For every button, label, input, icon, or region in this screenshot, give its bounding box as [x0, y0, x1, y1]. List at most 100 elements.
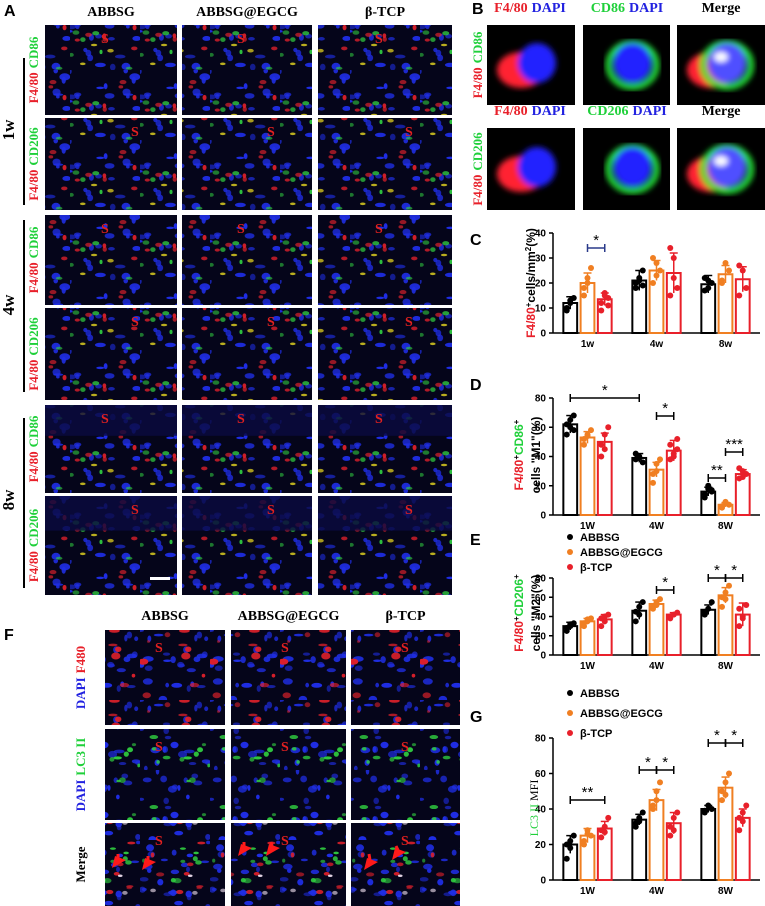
arrow-head [266, 844, 280, 856]
panel-letter: A [4, 3, 16, 20]
label-part: CD206 [587, 104, 628, 119]
data-point [743, 285, 750, 291]
micrograph [318, 215, 452, 305]
data-point [736, 292, 743, 299]
data-point [563, 307, 570, 314]
y-axis-label: F4/80+CD206+ [512, 574, 527, 652]
data-point [584, 616, 591, 623]
label-part: CD86 [26, 415, 41, 447]
data-point [667, 613, 674, 620]
y-tick-label: 60 [535, 593, 547, 604]
legend-label: β-TCP [580, 562, 612, 574]
label-part: + [524, 302, 533, 307]
data-point [719, 277, 725, 284]
data-point [667, 441, 674, 448]
column-header: CD206 DAPI [587, 104, 666, 119]
y-tick-label: 0 [540, 511, 546, 522]
panel-letter: E [470, 532, 481, 549]
data-point [653, 788, 660, 795]
arrow-head [238, 844, 252, 856]
y-tick-label: 40 [535, 229, 547, 240]
label-part: + [512, 455, 521, 460]
data-point [601, 431, 608, 438]
data-point [722, 791, 729, 798]
micrograph [105, 729, 225, 820]
data-point [667, 245, 674, 251]
arrow-head [142, 858, 156, 870]
cell-blobs [687, 144, 754, 194]
s-marker: S [155, 641, 163, 656]
label-part: F4/80 [26, 170, 41, 201]
label-part: F480 [73, 646, 88, 673]
data-point [567, 621, 574, 628]
data-point [639, 282, 646, 289]
data-point [674, 285, 681, 291]
column-header: ABBSG [141, 609, 189, 624]
y-axis-label: LC3 II MFI [527, 780, 541, 837]
data-point [739, 809, 746, 816]
data-point [657, 267, 663, 274]
label-part: F4/80 [470, 175, 485, 206]
data-point [605, 424, 612, 431]
data-point [570, 412, 577, 419]
label-part: DAPI [629, 1, 663, 16]
label-part: CD86 [26, 226, 41, 258]
data-point [601, 829, 608, 836]
data-point [598, 834, 605, 841]
data-point [653, 272, 660, 279]
data-point [657, 596, 663, 603]
data-point [653, 460, 660, 467]
s-marker: S [155, 834, 163, 849]
s-marker: S [101, 32, 109, 47]
y-axis-label: F4/80+CD86+ [512, 419, 527, 490]
label-part: F4/80 [26, 360, 41, 391]
data-point [736, 465, 743, 472]
s-marker: S [267, 503, 275, 518]
x-tick-label: 8W [718, 661, 734, 672]
column-header: F4/80 DAPI [494, 1, 566, 16]
label-part: F4/80 [26, 262, 41, 293]
cell-blobs [605, 144, 660, 194]
data-point [722, 498, 729, 505]
micrograph [105, 823, 225, 906]
s-marker: S [101, 222, 109, 237]
data-point [719, 797, 725, 804]
data-point [650, 479, 656, 486]
data-point [563, 431, 570, 438]
column-header: F4/80 DAPI [494, 104, 566, 119]
label-part: CD206 [26, 317, 41, 356]
label-part: CD86 [26, 36, 41, 68]
time-label: 4w [0, 294, 18, 316]
data-point [598, 453, 605, 460]
label-part: CD206 [26, 508, 41, 547]
data-point [736, 827, 743, 834]
legend-bg [562, 529, 682, 574]
data-point [657, 456, 663, 463]
data-point [588, 265, 594, 271]
data-point [650, 280, 656, 286]
label-part: cells "M1"(%) [529, 417, 543, 494]
row-label: F4/80 CD86 [26, 36, 41, 103]
panel-letter: D [470, 377, 482, 394]
data-point [632, 618, 639, 625]
y-tick-label: 20 [535, 279, 547, 290]
label-part: + [512, 419, 521, 424]
data-point [739, 818, 746, 825]
label-part: 2 [524, 246, 533, 251]
data-point [581, 292, 587, 299]
x-tick-label: 4W [649, 661, 665, 672]
s-marker: S [375, 32, 383, 47]
micrograph [182, 215, 312, 305]
row-label: F4/80 CD206 [26, 508, 41, 582]
data-point [736, 623, 743, 630]
sig-label: * [593, 232, 599, 249]
micrograph [45, 25, 177, 115]
label-part: + [512, 574, 521, 579]
y-tick-label: 40 [535, 805, 547, 816]
data-point [601, 613, 608, 620]
arrow-head [392, 848, 406, 860]
data-point [598, 623, 605, 630]
micrograph [105, 630, 225, 725]
label-part: F4/80 [494, 1, 527, 16]
micrograph-shade [318, 405, 452, 436]
